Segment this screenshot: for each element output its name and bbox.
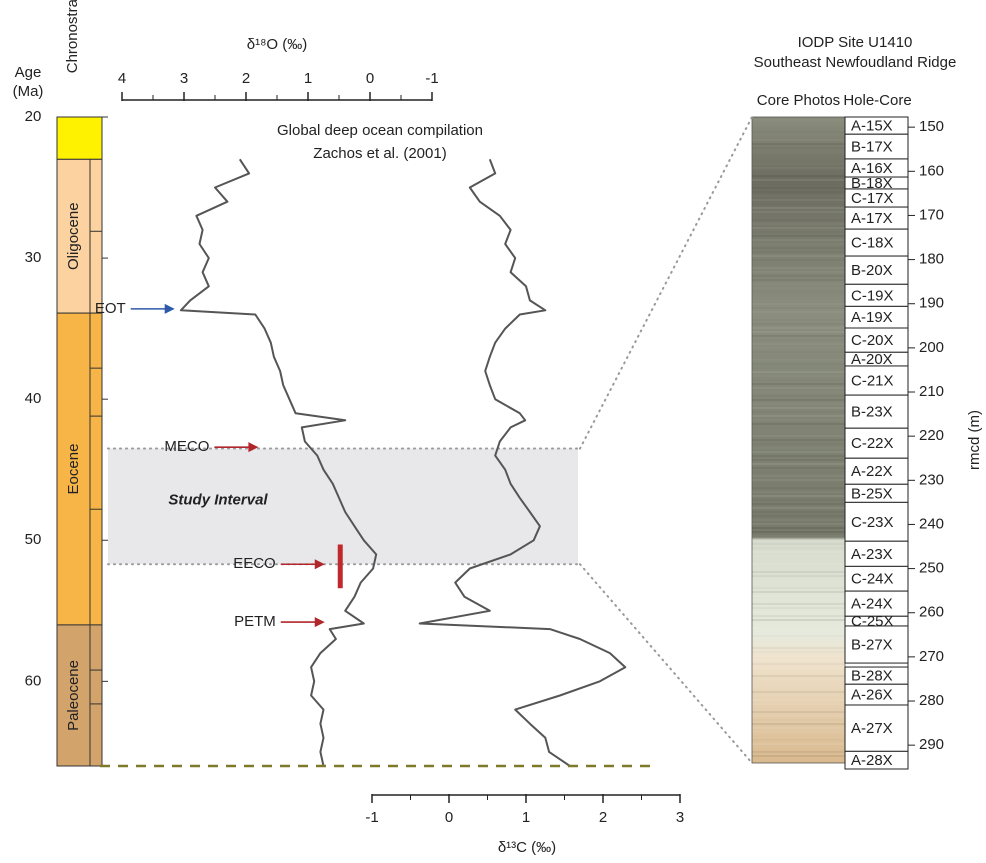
- core-label: B-27X: [851, 636, 893, 653]
- event-label: EOT: [95, 300, 126, 317]
- figure: Study Interval Oligocene Eocene Paleocene Ch…: [0, 0, 986, 863]
- zoom-connector: [580, 117, 752, 449]
- core-label: A-22X: [851, 463, 893, 480]
- core-label: B-28X: [851, 668, 893, 685]
- y-tick-label: 20: [25, 108, 42, 125]
- depth-tick-label: 170: [919, 206, 944, 223]
- core-label: C-22X: [851, 435, 894, 452]
- depth-tick-label: 150: [919, 118, 944, 135]
- x2-tick-label: 3: [676, 809, 684, 826]
- x2-tick-label: -1: [365, 809, 378, 826]
- core-panel: IODP Site U1410 Southeast Newfoudland Rid…: [580, 34, 983, 769]
- epoch-label: Paleocene: [65, 660, 82, 731]
- depth-tick-label: 230: [919, 471, 944, 488]
- core-label: B-23X: [851, 404, 893, 421]
- depth-tick-label: 190: [919, 295, 944, 312]
- depth-tick-label: 240: [919, 515, 944, 532]
- depth-tick-label: 180: [919, 251, 944, 268]
- column-header: Hole-Core: [843, 92, 911, 109]
- core-title: IODP Site U1410: [798, 34, 913, 51]
- event-label: EECO: [233, 555, 276, 572]
- depth-tick-label: 220: [919, 427, 944, 444]
- core-label: B-20X: [851, 262, 893, 279]
- event-arrowhead: [165, 304, 175, 314]
- core-title: Southeast Newfoudland Ridge: [754, 54, 957, 71]
- epoch-label: Oligocene: [65, 202, 82, 270]
- eeco-bar: [338, 544, 343, 588]
- core-label: B-25X: [851, 485, 893, 502]
- x-axis-label: δ¹⁸O (‰): [247, 36, 308, 53]
- event-label: PETM: [234, 613, 276, 630]
- y-tick-label: 30: [25, 249, 42, 266]
- isotope-panel: Study Interval Oligocene Eocene Paleocene Ch…: [13, 0, 685, 856]
- event-arrowhead: [315, 617, 325, 627]
- x-tick-label: -1: [425, 70, 438, 87]
- core-label: C-23X: [851, 514, 894, 531]
- x-tick-label: 2: [242, 70, 250, 87]
- core-label: A-15X: [851, 118, 893, 135]
- source-note: Zachos et al. (2001): [313, 145, 446, 162]
- depth-tick-label: 200: [919, 339, 944, 356]
- x2-tick-label: 1: [522, 809, 530, 826]
- depth-tick-label: 250: [919, 560, 944, 577]
- event-label: MECO: [164, 438, 209, 455]
- y-axis-label: (Ma): [13, 83, 44, 100]
- core-label: C-17X: [851, 190, 894, 207]
- core-label: A-28X: [851, 752, 893, 769]
- y-axis-label: Age: [15, 64, 42, 81]
- x-tick-label: 4: [118, 70, 126, 87]
- depth-tick-label: 290: [919, 736, 944, 753]
- depth-tick-label: 270: [919, 648, 944, 665]
- y-tick-label: 40: [25, 390, 42, 407]
- epoch-label: Eocene: [65, 444, 82, 495]
- depth-tick-label: 280: [919, 692, 944, 709]
- zoom-connector: [580, 564, 752, 763]
- core-label: C-24X: [851, 571, 894, 588]
- x2-tick-label: 0: [445, 809, 453, 826]
- core-label: A-24X: [851, 596, 893, 613]
- depth-axis-label: rmcd (m): [966, 410, 983, 470]
- core-label: C-20X: [851, 332, 894, 349]
- x-tick-label: 0: [366, 70, 374, 87]
- core-label: A-23X: [851, 546, 893, 563]
- core-label: B-17X: [851, 139, 893, 156]
- core-label: A-26X: [851, 687, 893, 704]
- core-label: A-27X: [851, 720, 893, 737]
- core-label: A-17X: [851, 210, 893, 227]
- epoch: [57, 117, 102, 159]
- source-note: Global deep ocean compilation: [277, 122, 483, 139]
- depth-tick-label: 260: [919, 604, 944, 621]
- depth-tick-label: 160: [919, 162, 944, 179]
- core-label: A-19X: [851, 309, 893, 326]
- y-tick-label: 60: [25, 672, 42, 689]
- study-interval-label: Study Interval: [168, 491, 268, 508]
- core-label: C-19X: [851, 287, 894, 304]
- depth-tick-label: 210: [919, 383, 944, 400]
- core-label: C-21X: [851, 373, 894, 390]
- x-tick-label: 3: [180, 70, 188, 87]
- column-header: Core Photos: [757, 92, 840, 109]
- x2-tick-label: 2: [599, 809, 607, 826]
- x-tick-label: 1: [304, 70, 312, 87]
- y-tick-label: 50: [25, 531, 42, 548]
- x2-axis-label: δ¹³C (‰): [498, 839, 556, 856]
- core-label: C-18X: [851, 235, 894, 252]
- column-label: Chronostrat.: [64, 0, 81, 73]
